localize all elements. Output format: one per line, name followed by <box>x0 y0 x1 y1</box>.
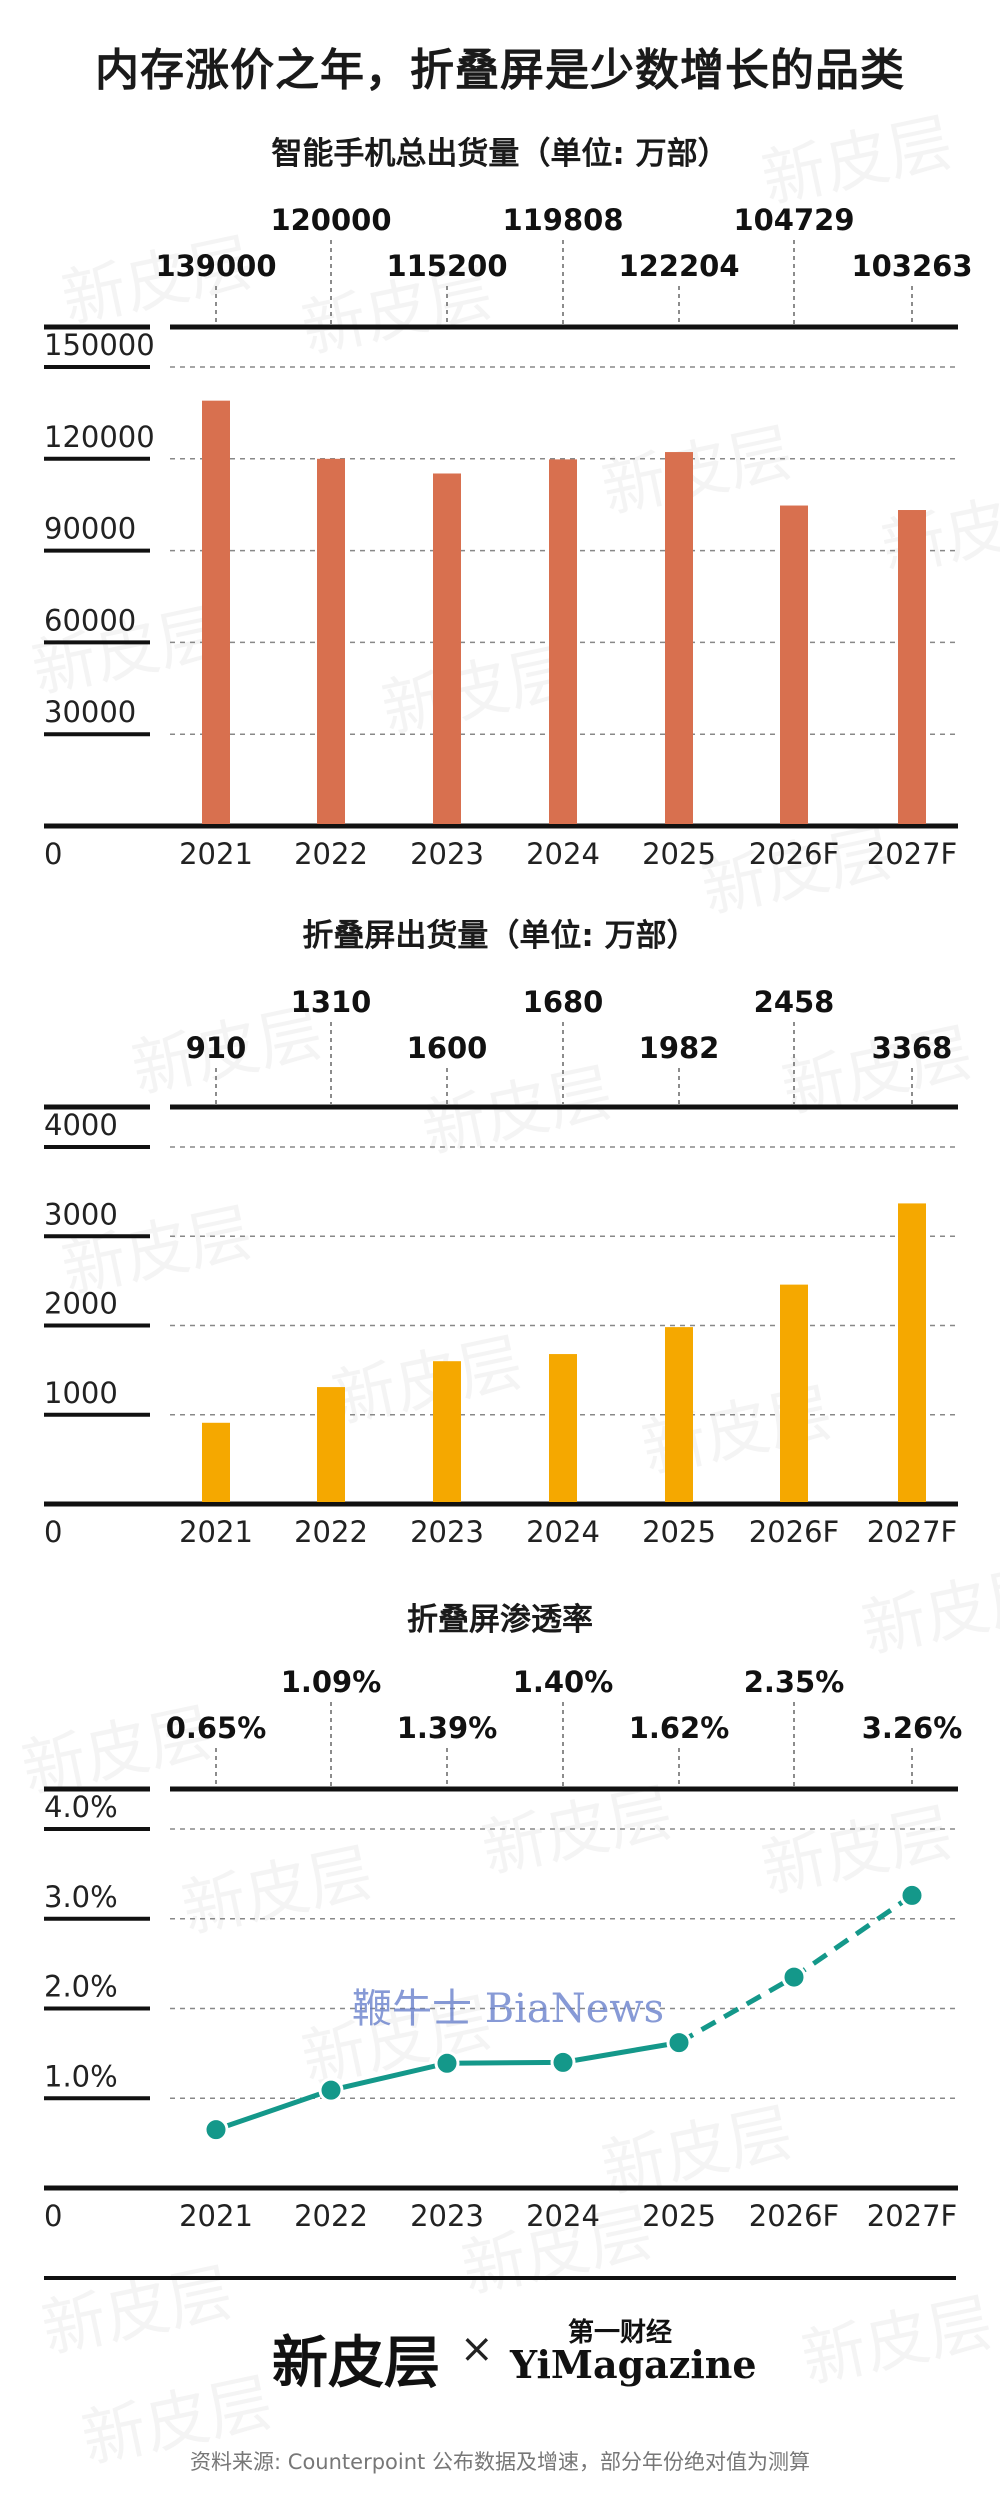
x-tick-label: 2021 <box>179 1515 253 1549</box>
data-label: 1600 <box>407 1031 488 1065</box>
y-tick-label: 2.0% <box>44 1970 118 2004</box>
y-tick-label: 60000 <box>44 603 136 637</box>
bar <box>898 510 926 824</box>
data-point <box>899 1882 925 1908</box>
y-tick-label: 4000 <box>44 1108 118 1142</box>
x-tick-label: 2026F <box>749 837 839 871</box>
data-label: 122204 <box>618 249 739 283</box>
x-tick-label: 2025 <box>642 2199 716 2233</box>
bar <box>665 452 693 824</box>
x-tick-label: 2026F <box>749 1515 839 1549</box>
data-label: 103263 <box>851 249 972 283</box>
data-point <box>318 2077 344 2103</box>
data-point <box>781 1964 807 1990</box>
logo-yimagazine: YiMagazine <box>510 2342 757 2387</box>
y-tick-label: 3000 <box>44 1197 118 1231</box>
x-tick-label: 2027F <box>867 2199 957 2233</box>
x-tick-label: 2024 <box>526 1515 600 1549</box>
x-tick-label: 2022 <box>294 2199 368 2233</box>
y-tick-label: 4.0% <box>44 1790 118 1824</box>
y-tick-label: 0 <box>44 1515 62 1549</box>
data-label: 1680 <box>523 985 604 1019</box>
data-label: 1982 <box>639 1031 720 1065</box>
data-label: 120000 <box>270 203 391 237</box>
x-tick-label: 2026F <box>749 2199 839 2233</box>
x-tick-label: 2023 <box>410 1515 484 1549</box>
y-tick-label: 90000 <box>44 512 136 546</box>
data-label: 1.62% <box>629 1711 730 1745</box>
bar <box>202 1422 230 1502</box>
data-label: 0.65% <box>166 1711 267 1745</box>
data-label: 139000 <box>155 249 276 283</box>
x-tick-label: 2023 <box>410 2199 484 2233</box>
bar <box>433 1361 461 1502</box>
data-label: 1310 <box>291 985 372 1019</box>
y-tick-label: 30000 <box>44 695 136 729</box>
bar <box>665 1327 693 1502</box>
x-tick-label: 2021 <box>179 837 253 871</box>
x-tick-label: 2023 <box>410 837 484 871</box>
y-tick-label: 120000 <box>44 420 155 454</box>
y-tick-label: 2000 <box>44 1287 118 1321</box>
y-tick-label: 0 <box>44 2199 62 2233</box>
data-label: 2.35% <box>744 1665 845 1699</box>
bar <box>202 400 230 824</box>
bar <box>317 1387 345 1502</box>
y-tick-label: 3.0% <box>44 1880 118 1914</box>
data-label: 3.26% <box>862 1711 963 1745</box>
bar <box>780 1284 808 1502</box>
data-point <box>434 2050 460 2076</box>
main-title: 内存涨价之年，折叠屏是少数增长的品类 <box>95 45 905 96</box>
logo-separator: × <box>460 2326 494 2372</box>
data-label: 1.39% <box>397 1711 498 1745</box>
bar <box>780 505 808 824</box>
x-tick-label: 2024 <box>526 2199 600 2233</box>
x-tick-label: 2022 <box>294 837 368 871</box>
bar <box>433 473 461 824</box>
data-label: 115200 <box>386 249 507 283</box>
x-tick-label: 2027F <box>867 1515 957 1549</box>
data-label: 119808 <box>502 203 623 237</box>
x-tick-label: 2025 <box>642 837 716 871</box>
data-label: 910 <box>186 1031 247 1065</box>
source-note: 资料来源: Counterpoint 公布数据及增速，部分年份绝对值为测算 <box>190 2450 810 2474</box>
data-label: 1.09% <box>281 1665 382 1699</box>
chart-title: 折叠屏渗透率 <box>407 1602 593 1638</box>
data-label: 1.40% <box>513 1665 614 1699</box>
bar <box>317 458 345 824</box>
data-label: 104729 <box>733 203 854 237</box>
data-point <box>203 2117 229 2143</box>
y-tick-label: 1.0% <box>44 2059 118 2093</box>
bar <box>549 459 577 824</box>
x-tick-label: 2024 <box>526 837 600 871</box>
bar <box>549 1354 577 1502</box>
chart-title: 智能手机总出货量（单位: 万部） <box>271 136 729 172</box>
y-tick-label: 0 <box>44 837 62 871</box>
y-tick-label: 1000 <box>44 1376 118 1410</box>
logo-yicai-chinese: 第一财经 <box>568 2318 673 2348</box>
data-point <box>550 2049 576 2075</box>
chart-title: 折叠屏出货量（单位: 万部） <box>302 918 698 954</box>
logo-xinpiceng: 新皮层 <box>272 2330 440 2396</box>
x-tick-label: 2025 <box>642 1515 716 1549</box>
bar <box>898 1203 926 1502</box>
data-label: 3368 <box>872 1031 953 1065</box>
y-tick-label: 150000 <box>44 328 155 362</box>
data-point <box>666 2030 692 2056</box>
footer-divider <box>44 2276 956 2280</box>
x-tick-label: 2027F <box>867 837 957 871</box>
x-tick-label: 2021 <box>179 2199 253 2233</box>
data-label: 2458 <box>754 985 835 1019</box>
bianews-brand: 鞭牛士 BiaNews <box>352 1986 665 2032</box>
x-tick-label: 2022 <box>294 1515 368 1549</box>
